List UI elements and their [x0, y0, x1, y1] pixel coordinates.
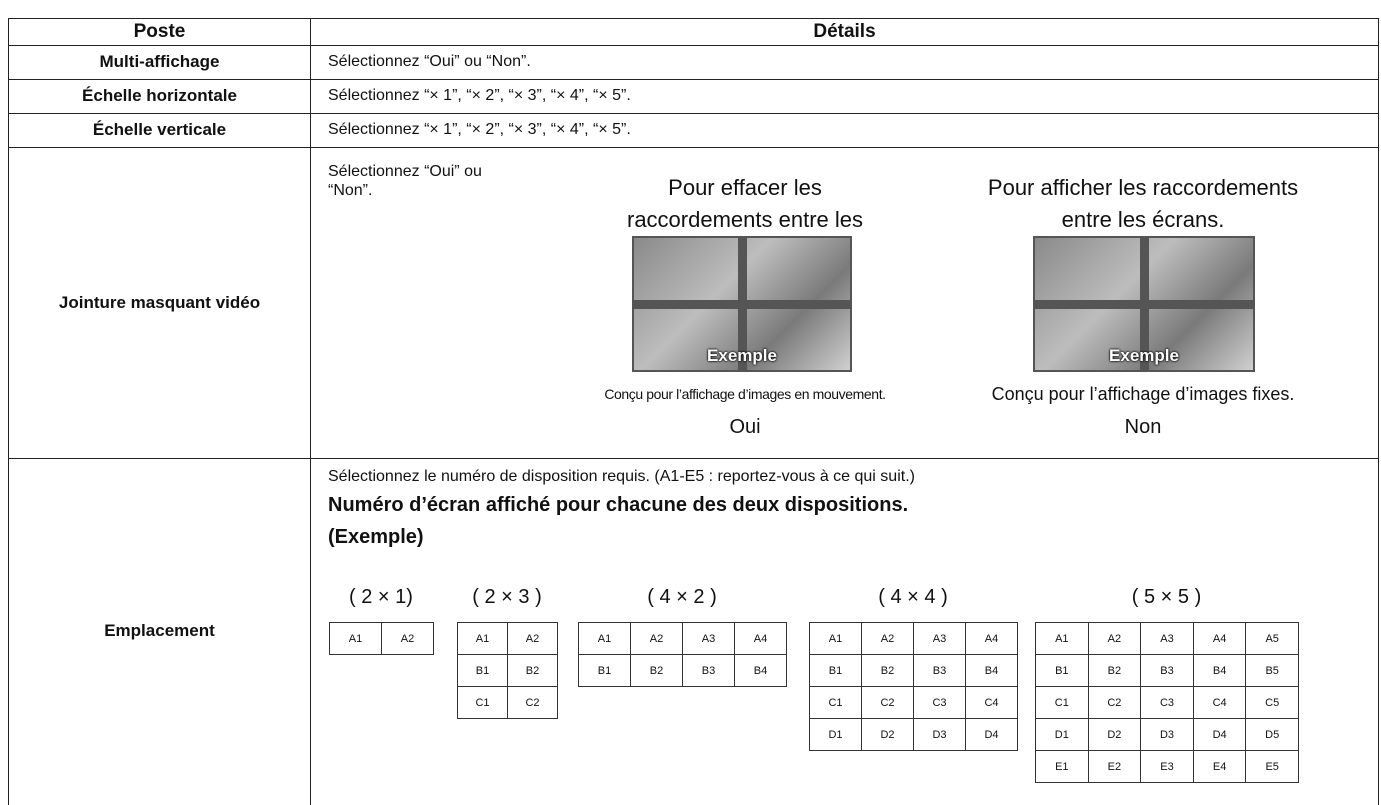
layout-cell: B3: [913, 654, 966, 687]
value: Oui: [729, 416, 761, 438]
layout-cell: D3: [913, 718, 966, 751]
example-image: Exemple: [1033, 236, 1255, 372]
layout-cell: E1: [1035, 750, 1089, 783]
layout-cell: B3: [1140, 654, 1194, 687]
layout-cell: C2: [861, 686, 914, 719]
layout-cell: A2: [381, 622, 434, 655]
layout-cell: C2: [507, 686, 558, 719]
layout-title: ( 5 × 5 ): [1131, 586, 1202, 608]
row-detail: Sélectionnez le numéro de disposition re…: [328, 468, 915, 485]
layout-cell: A2: [1087, 622, 1142, 655]
layout-cell: D3: [1140, 718, 1194, 751]
row-detail: Sélectionnez “× 1”, “× 2”, “× 3”, “× 4”,…: [328, 87, 631, 104]
layout-cell: B4: [965, 654, 1018, 687]
note: Conçu pour l’affichage d’images fixes.: [991, 384, 1295, 404]
layout-cell: C2: [1087, 686, 1142, 719]
layout-cell: A4: [965, 622, 1018, 655]
layout-cell: A3: [682, 622, 735, 655]
header: Poste: [133, 21, 186, 42]
layout-cell: B1: [578, 654, 631, 687]
heading: Numéro d’écran affiché pour chacune des …: [328, 494, 909, 516]
layout-cell: D1: [809, 718, 862, 751]
layout-cell: B3: [682, 654, 735, 687]
row-label: Échelle horizontale: [82, 86, 237, 105]
layout-cell: E4: [1192, 750, 1247, 783]
layout-title: ( 4 × 4 ): [878, 586, 948, 608]
layout-cell: D1: [1035, 718, 1089, 751]
layout-cell: B1: [457, 654, 508, 687]
layout-cell: B1: [1035, 654, 1089, 687]
layout-cell: A2: [861, 622, 914, 655]
layout-cell: D4: [965, 718, 1018, 751]
layout-title: ( 2 × 3 ): [472, 586, 542, 608]
layout-cell: A3: [913, 622, 966, 655]
layout-cell: A1: [1035, 622, 1089, 655]
layout-cell: D2: [861, 718, 914, 751]
layout-cell: E3: [1140, 750, 1194, 783]
layout-cell: A4: [734, 622, 787, 655]
row-detail: Sélectionnez “× 1”, “× 2”, “× 3”, “× 4”,…: [328, 121, 631, 138]
layout-cell: B4: [1192, 654, 1247, 687]
layout-cell: C4: [965, 686, 1018, 719]
layout-cell: A5: [1245, 622, 1299, 655]
border: [8, 45, 1379, 46]
layout-title: ( 4 × 2 ): [647, 586, 717, 608]
caption: Pour afficher les raccordements entre le…: [987, 175, 1299, 232]
layout-cell: B5: [1245, 654, 1299, 687]
layout-cell: D5: [1245, 718, 1299, 751]
layout-cell: D2: [1087, 718, 1142, 751]
border: [8, 147, 1379, 148]
row-detail: Sélectionnez “Oui” ou “Non”.: [328, 53, 531, 70]
header: Détails: [813, 21, 876, 42]
layout-cell: B2: [507, 654, 558, 687]
border: [8, 18, 9, 805]
layout-cell: B1: [809, 654, 862, 687]
row-label: Multi-affichage: [99, 52, 220, 71]
row-label: Jointure masquant vidéo: [58, 293, 261, 312]
layout-cell: A3: [1140, 622, 1194, 655]
border: [8, 18, 1379, 19]
layout-cell: E5: [1245, 750, 1299, 783]
layout-cell: C1: [809, 686, 862, 719]
image-label: Exemple: [707, 346, 777, 365]
border: [1378, 18, 1379, 805]
heading: (Exemple): [328, 526, 424, 548]
layout-cell: A4: [1192, 622, 1247, 655]
image-label: Exemple: [1109, 346, 1179, 365]
row-detail: Sélectionnez “Oui” ou “Non”.: [328, 163, 482, 199]
layout-cell: C1: [1035, 686, 1089, 719]
note: Conçu pour l’affichage d’images en mouve…: [604, 386, 886, 402]
layout-title: ( 2 × 1): [349, 586, 413, 608]
row-label: Emplacement: [104, 621, 215, 640]
layout-cell: C3: [1140, 686, 1194, 719]
layout-cell: B2: [861, 654, 914, 687]
layout-cell: C1: [457, 686, 508, 719]
layout-cell: E2: [1087, 750, 1142, 783]
layout-cell: B4: [734, 654, 787, 687]
layout-cell: A1: [578, 622, 631, 655]
layout-cell: A1: [329, 622, 382, 655]
layout-cell: D4: [1192, 718, 1247, 751]
layout-cell: B2: [1087, 654, 1142, 687]
border: [8, 79, 1379, 80]
example-image: Exemple: [632, 236, 852, 372]
border: [8, 113, 1379, 114]
layout-cell: A1: [457, 622, 508, 655]
layout-cell: C3: [913, 686, 966, 719]
value: Non: [1124, 416, 1162, 438]
layout-cell: A2: [507, 622, 558, 655]
border: [8, 458, 1379, 459]
layout-cell: B2: [630, 654, 683, 687]
layout-cell: A1: [809, 622, 862, 655]
row-label: Échelle verticale: [92, 120, 227, 139]
caption: Pour effacer les raccordements entre les…: [627, 175, 863, 264]
layout-cell: A2: [630, 622, 683, 655]
layout-cell: C5: [1245, 686, 1299, 719]
border: [310, 18, 311, 805]
layout-cell: C4: [1192, 686, 1247, 719]
